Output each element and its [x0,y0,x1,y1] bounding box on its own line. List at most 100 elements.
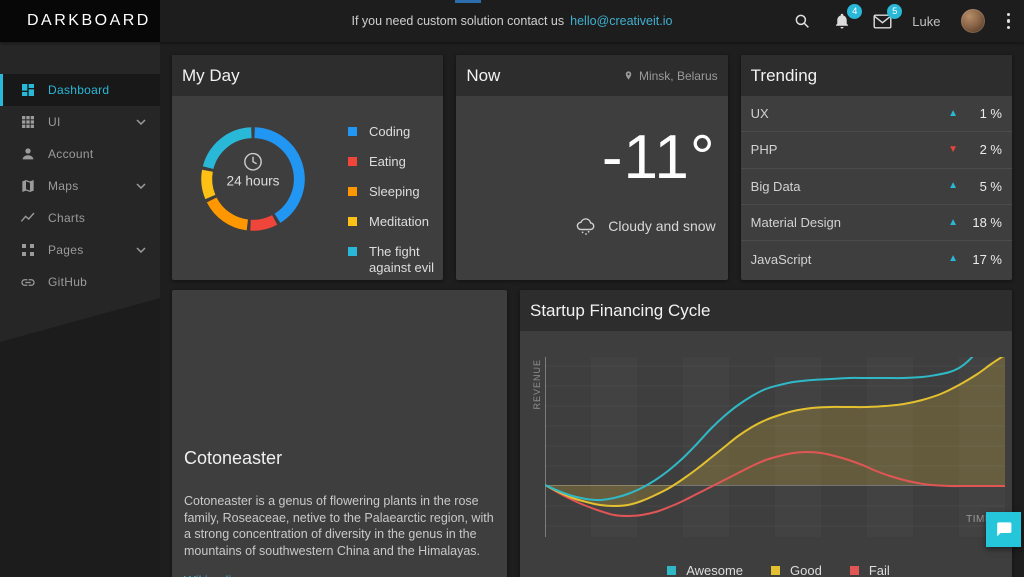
trend-label: Big Data [750,178,801,194]
my-day-header: My Day [172,55,444,96]
trend-label: UX [750,106,769,122]
bell-icon [836,13,849,29]
sidebar-item-charts[interactable]: Charts [0,202,160,234]
grid-icon [20,114,36,130]
temperature-value: -11° [601,123,716,192]
kebab-menu-icon[interactable] [1005,11,1013,32]
legend-swatch [667,566,677,575]
notifications-button[interactable]: 4 [832,4,863,31]
trending-row: PHP ▼ 2 % [740,132,1012,169]
pages-icon [20,242,36,258]
legend-item: The fight against evil [348,244,443,276]
weather-condition-text: Cloudy and snow [608,218,716,234]
wikipedia-link[interactable]: Wikipedia [184,574,238,577]
weather-location-text: Minsk, Belarus [638,68,718,83]
x-axis-label: TIME [966,514,992,525]
financing-title: Startup Financing Cycle [530,300,711,320]
financing-card: Startup Financing Cycle REVENUE TIME Awe… [520,290,1012,577]
sidebar-item-account[interactable]: Account [0,138,160,170]
avatar[interactable] [960,9,985,33]
article-title: Cotoneaster [184,448,283,468]
cards-row-1: My Day 24 hours Coding Eating Sleeping Medi… [172,55,1012,280]
sidebar-item-dashboard[interactable]: Dashboard [0,74,160,106]
legend-swatch [348,157,357,166]
weather-body: -11° Cloudy and snow [456,96,727,280]
my-day-body: 24 hours Coding Eating Sleeping Meditation T… [172,96,443,280]
trending-row: UX ▲ 1 % [740,96,1012,133]
article-body: Cotoneaster Cotoneaster is a genus of fl… [172,448,507,577]
sidebar: Dashboard UI Account Maps Charts Pages GitHub [0,42,160,577]
chart-icon [20,210,36,226]
envelope-icon [873,13,892,29]
trend-down-icon: ▼ [948,143,958,155]
trend-value: 1 % [979,106,1002,122]
legend-item: Eating [348,154,443,170]
legend-item: Awesome [667,563,743,577]
financing-line-chart [545,357,1012,537]
weather-condition: Cloudy and snow [574,214,716,238]
trend-up-icon: ▲ [948,216,958,228]
sidebar-item-maps[interactable]: Maps [0,170,160,202]
trending-row: Big Data ▲ 5 % [740,169,1012,205]
trending-card: Trending UX ▲ 1 % PHP ▼ 2 % Big Data ▲ 5 % Materi… [740,55,1012,280]
messages-badge: 5 [887,4,903,19]
my-day-title: My Day [182,65,240,85]
map-icon [20,178,36,194]
my-day-card: My Day 24 hours Coding Eating Sleeping Medi… [172,55,444,280]
chat-button[interactable] [986,512,1021,547]
my-day-legend: Coding Eating Sleeping Meditation The fight … [348,124,443,280]
trending-row: JavaScript ▲ 17 % [741,241,1012,277]
legend-item: Good [771,563,822,577]
trend-up-icon: ▲ [948,253,958,265]
weather-header: Now Minsk, Belarus [456,55,728,96]
trend-value: 18 % [972,215,1002,231]
legend-swatch [348,187,357,196]
legend-swatch [348,217,357,226]
trend-label: PHP [750,142,778,158]
cloud-snow-icon [576,218,595,235]
trending-row: Material Design ▲ 18 % [740,205,1012,242]
legend-item: Meditation [348,214,443,230]
legend-item: Sleeping [348,184,443,200]
legend-swatch [348,127,357,136]
clock-icon [244,152,262,171]
legend-swatch [849,566,859,575]
financing-chart-body: REVENUE TIME Awesome Good Fail [520,331,1012,577]
svg-text:24 hours: 24 hours [227,173,280,188]
trend-value: 17 % [972,251,1002,267]
user-name[interactable]: Luke [912,13,941,29]
topbar: DARKBOARD If you need custom solution co… [0,0,1024,42]
chevron-down-icon [136,183,146,189]
trend-up-icon: ▲ [948,180,958,192]
notifications-badge: 4 [847,4,863,19]
messages-button[interactable]: 5 [872,4,903,31]
legend-item: Coding [348,124,443,140]
chevron-down-icon [136,119,146,125]
top-blue-strip [455,0,481,3]
sidebar-menu: Dashboard UI Account Maps Charts Pages GitHub [0,42,160,298]
weather-card: Now Minsk, Belarus -11° [456,55,728,280]
cards-row-2: Cotoneaster Cotoneaster is a genus of fl… [172,290,1012,577]
y-axis-label: REVENUE [532,359,542,410]
sidebar-item-ui[interactable]: UI [0,106,160,138]
brand-logo: DARKBOARD [0,0,160,42]
location-pin-icon [625,70,632,80]
topbar-actions: 4 5 Luke [792,0,1012,42]
topbar-message: If you need custom solution contact us h… [0,0,1024,42]
contact-link[interactable]: hello@creativeit.io [570,14,673,28]
trending-list: UX ▲ 1 % PHP ▼ 2 % Big Data ▲ 5 % Material Design… [740,96,1012,277]
legend-swatch [771,566,781,575]
sidebar-item-pages[interactable]: Pages [0,234,160,266]
search-icon[interactable] [792,11,812,31]
sidebar-item-github[interactable]: GitHub [0,266,160,298]
legend-item: Fail [849,563,890,577]
article-card: Cotoneaster Cotoneaster is a genus of fl… [172,290,507,577]
weather-title: Now [466,65,501,85]
trend-up-icon: ▲ [948,107,958,119]
financing-header: Startup Financing Cycle [520,290,1012,331]
legend-swatch [348,247,357,256]
my-day-donut-chart: 24 hours [194,120,312,238]
article-text: Cotoneaster is a genus of flowering plan… [184,494,494,558]
dashboard-icon [20,82,36,98]
